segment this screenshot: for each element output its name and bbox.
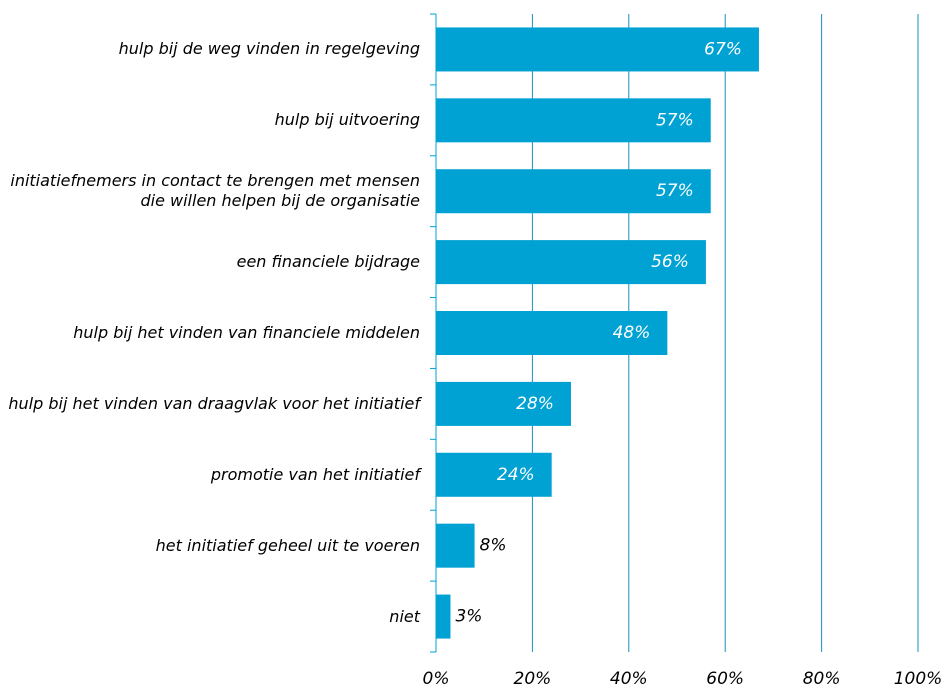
data-label: 57% [656,110,694,130]
bar [436,452,552,497]
bar [436,27,759,72]
category-label: hulp bij de weg vinden in regelgeving [118,39,420,59]
x-tick-label: 40% [610,669,648,686]
category-label: niet [389,606,420,626]
data-label: 56% [651,252,689,272]
data-label: 24% [497,465,535,485]
data-label: 8% [480,536,507,556]
bar [436,240,706,285]
category-label: een financiele bijdrage [236,252,420,272]
bar [436,169,711,214]
data-label: 57% [656,181,694,201]
bar [436,523,475,568]
data-label: 28% [516,394,554,414]
bar [436,311,668,355]
category-label: hulp bij het vinden van financiele midde… [73,323,420,342]
data-label: 48% [613,323,651,343]
data-label: 3% [455,607,482,627]
category-label: promotie van het initiatief [210,464,420,484]
bar [436,594,451,639]
x-tick-label: 100% [894,669,943,686]
bar [436,381,571,426]
x-tick-label: 60% [706,669,744,686]
bar [436,98,711,143]
x-tick-label: 80% [803,669,841,686]
data-label: 67% [704,39,742,59]
category-label: hulp bij uitvoering [274,110,420,130]
category-label: initiatiefnemers in contact te brengen m… [10,171,420,211]
x-tick-label: 0% [423,669,450,686]
category-label: hulp bij het vinden van draagvlak voor h… [8,393,420,413]
category-label: het initiatief geheel uit te voeren [155,535,420,555]
x-tick-label: 20% [514,669,552,686]
